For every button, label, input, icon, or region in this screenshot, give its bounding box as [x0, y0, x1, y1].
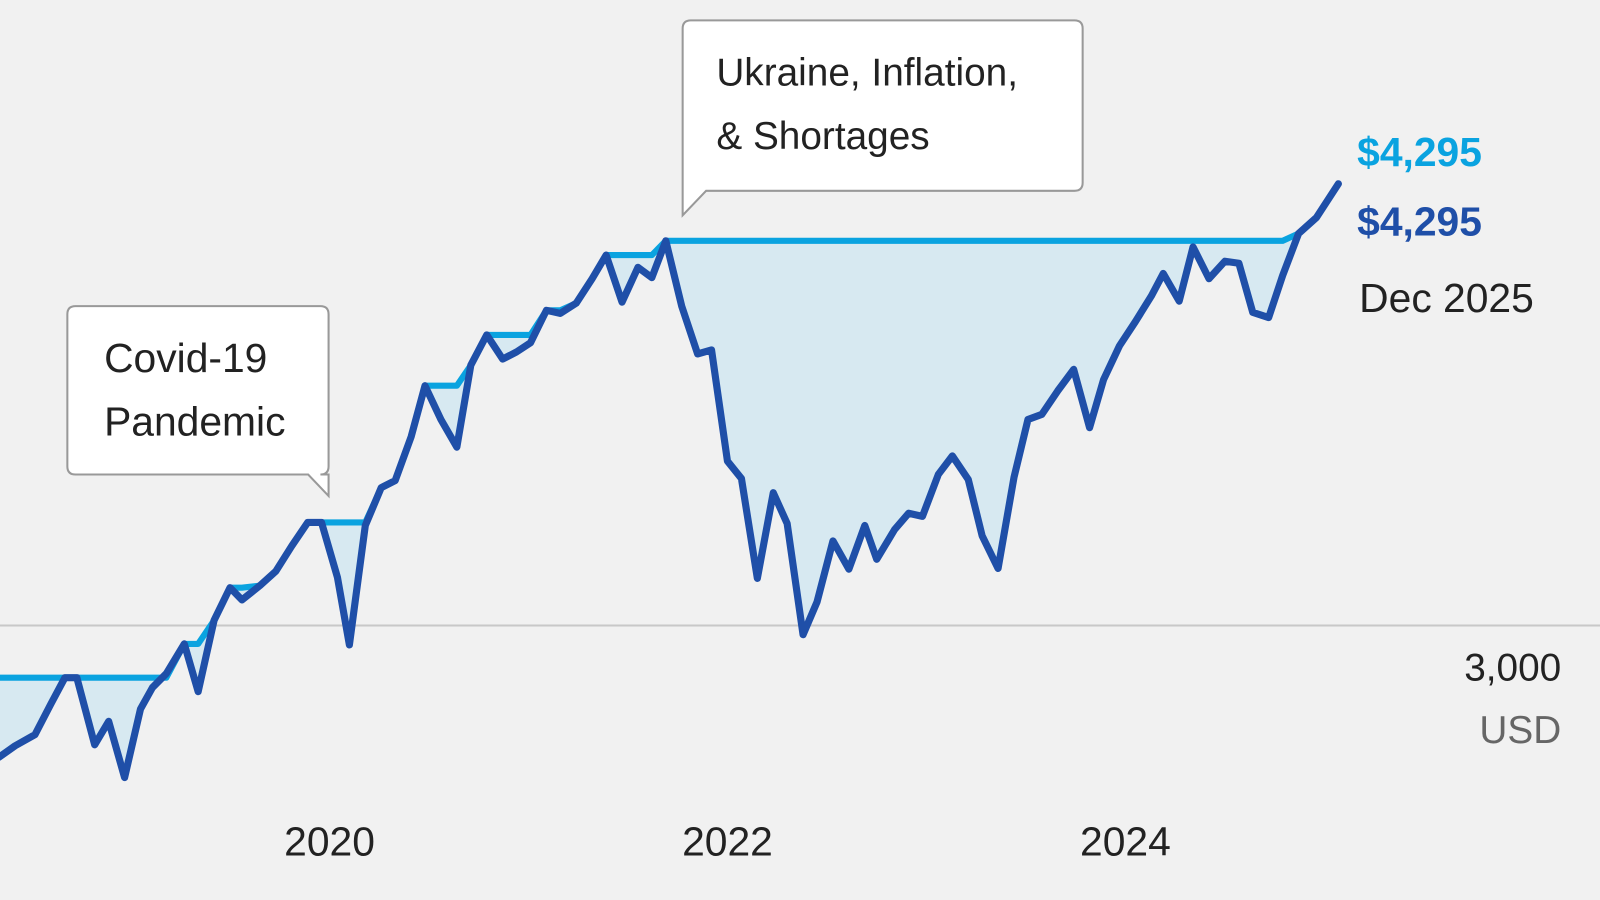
unit-label: USD — [1479, 709, 1561, 752]
callout-box — [681, 19, 1084, 218]
drawdown-area — [0, 183, 1339, 778]
annotation-line: & Shortages — [716, 115, 929, 158]
annotation-line: Covid-19 — [104, 335, 267, 381]
callout-box — [66, 305, 330, 499]
x-tick-label: 2024 — [1080, 819, 1171, 865]
ukraine-callout: Ukraine, Inflation, & Shortages — [681, 19, 1084, 218]
plot-area — [0, 180, 1600, 782]
y-tick-label: 3,000 — [1464, 647, 1561, 690]
x-tick-label: 2022 — [682, 819, 773, 865]
value-line — [0, 180, 1342, 782]
annotation-line: Pandemic — [104, 398, 285, 444]
covid-callout: Covid-19 Pandemic — [66, 305, 330, 499]
end-date-label: Dec 2025 — [1359, 275, 1534, 321]
end-value-label: $4,295 — [1357, 198, 1482, 244]
end-value-label: $4,295 — [1357, 129, 1482, 175]
x-tick-label: 2020 — [284, 819, 375, 865]
annotation-line: Ukraine, Inflation, — [716, 52, 1018, 95]
